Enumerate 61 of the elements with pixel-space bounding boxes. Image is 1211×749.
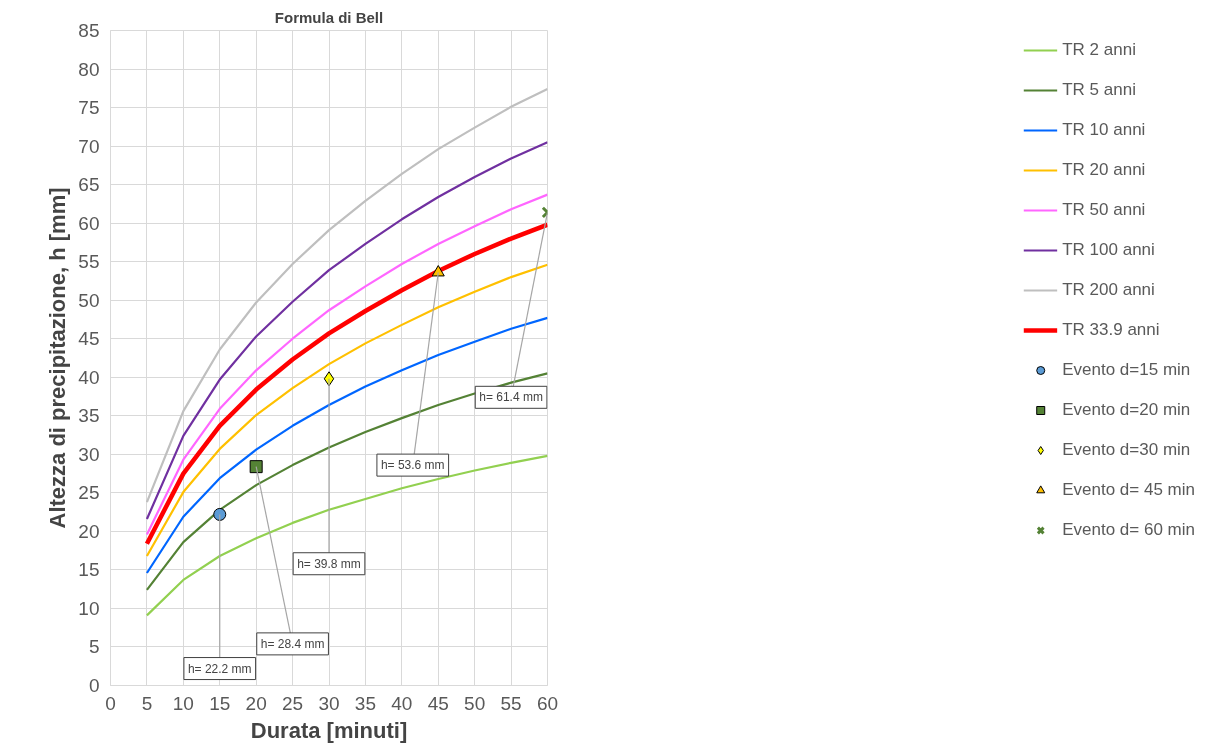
y-tick-label: 80 — [78, 58, 100, 80]
x-tick-label: 5 — [141, 692, 153, 714]
legend-label: TR 33.9 anni — [1062, 320, 1160, 340]
y-tick-label: 35 — [78, 405, 100, 427]
y-tick-label: 20 — [78, 520, 100, 542]
legend-label: TR 5 anni — [1062, 80, 1136, 100]
line-series — [145, 316, 548, 575]
x-tick-label: 50 — [464, 692, 486, 714]
point — [213, 507, 227, 521]
y-tick-label: 70 — [78, 135, 100, 157]
y-tick-label: 10 — [78, 597, 100, 619]
y-tick-label: 75 — [78, 97, 100, 119]
annotation: h= 22.2 mm — [187, 661, 252, 676]
y-tick-label: 45 — [78, 328, 100, 350]
point — [431, 265, 445, 277]
legend-label: TR 2 anni — [1062, 40, 1136, 60]
legend-label: TR 20 anni — [1062, 160, 1146, 180]
legend-label: Evento d=15 min — [1062, 360, 1191, 380]
legend-label: TR 100 anni — [1062, 240, 1155, 260]
annotation: h= 53.6 mm — [380, 458, 445, 473]
legend-label: Evento d= 60 min — [1062, 520, 1195, 540]
line-series — [145, 87, 548, 504]
legend-label: TR 200 anni — [1062, 280, 1155, 300]
point — [249, 460, 263, 474]
y-tick-label: 15 — [78, 559, 100, 581]
legend-label: TR 50 anni — [1062, 200, 1146, 220]
x-tick-label: 55 — [500, 692, 522, 714]
x-tick-label: 40 — [391, 692, 413, 714]
line-series — [145, 263, 548, 558]
line-series — [145, 141, 548, 521]
y-tick-label: 55 — [78, 251, 100, 273]
legend-label: Evento d=20 min — [1062, 400, 1191, 420]
line-series — [145, 372, 548, 592]
x-tick-label: 10 — [172, 692, 194, 714]
y-tick-label: 50 — [78, 289, 100, 311]
chart-title: Formula di Bell — [274, 8, 384, 26]
line-series — [145, 454, 548, 617]
y-tick-label: 60 — [78, 212, 100, 234]
y-tick-label: 40 — [78, 366, 100, 388]
legend-label: TR 10 anni — [1062, 120, 1146, 140]
x-axis-title: Durata [minuti] — [250, 717, 408, 743]
x-tick-label: 35 — [354, 692, 376, 714]
legend-label: Evento d= 45 min — [1062, 480, 1195, 500]
x-tick-label: 60 — [536, 692, 559, 714]
x-tick-label: 30 — [318, 692, 340, 714]
annotation: h= 61.4 mm — [479, 390, 543, 405]
annotation: h= 28.4 mm — [260, 636, 325, 651]
y-tick-label: 65 — [78, 174, 100, 196]
x-tick-label: 25 — [282, 692, 304, 714]
y-tick-label: 30 — [78, 443, 100, 465]
y-tick-label: 0 — [88, 675, 100, 696]
y-tick-label: 85 — [78, 20, 100, 41]
annotation: h= 39.8 mm — [297, 556, 361, 571]
y-axis-title: Altezza di precipitazione, h [mm] — [45, 187, 71, 529]
x-tick-label: 15 — [209, 692, 231, 714]
x-tick-label: 20 — [245, 692, 267, 714]
x-tick-label: 45 — [427, 692, 449, 714]
y-tick-label: 25 — [78, 482, 100, 504]
x-tick-label: 0 — [105, 692, 116, 714]
y-tick-label: 5 — [88, 636, 100, 658]
legend-label: Evento d=30 min — [1062, 440, 1191, 460]
